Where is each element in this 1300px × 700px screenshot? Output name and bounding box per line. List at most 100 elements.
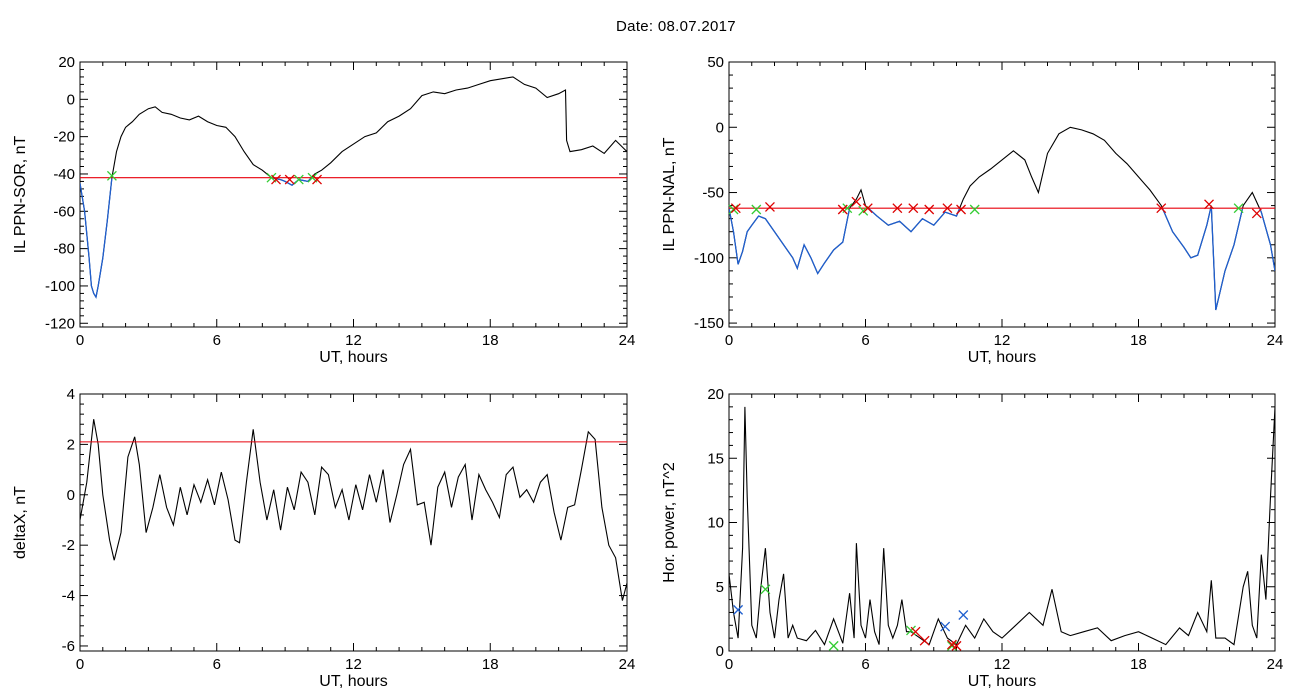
x-tick-label: 24: [1267, 332, 1284, 349]
x-tick-label: 18: [482, 332, 499, 349]
y-tick-label: 20: [58, 54, 75, 71]
y-tick-label: 0: [67, 487, 75, 504]
y-tick-label: -100: [694, 250, 724, 267]
x-tick-label: 12: [994, 656, 1011, 673]
y-tick-label: 0: [716, 119, 724, 136]
x-axis-title: UT, hours: [968, 349, 1036, 366]
x-tick-label: 0: [725, 332, 733, 349]
marker-red: [1156, 203, 1167, 214]
x-tick-label: 6: [213, 332, 221, 349]
y-tick-label: -50: [702, 185, 724, 202]
marker-green: [946, 640, 957, 651]
marker-red: [730, 203, 741, 214]
series-below-reference: [80, 177, 313, 299]
marker-blue: [958, 610, 969, 620]
marker-blue: [733, 604, 744, 615]
marker-red: [271, 174, 281, 185]
series-below-reference: [729, 208, 1275, 311]
series-line: [80, 76, 627, 299]
y-tick-label: -80: [53, 241, 75, 258]
x-axis-title: UT, hours: [968, 673, 1036, 690]
plot-frame: [79, 393, 628, 652]
x-tick-label: 18: [482, 656, 499, 673]
marker-red: [956, 204, 967, 215]
x-tick-label: 6: [213, 656, 221, 673]
y-tick-label: 2: [67, 436, 75, 453]
x-tick-label: 6: [861, 656, 869, 673]
marker-red: [910, 626, 921, 637]
x-tick-label: 0: [76, 332, 84, 349]
marker-red: [764, 201, 775, 212]
y-tick-label: -150: [694, 315, 724, 332]
y-tick-label: 20: [707, 386, 724, 403]
y-tick-label: 50: [707, 54, 724, 71]
y-tick-label: 15: [707, 450, 724, 467]
marker-blue: [940, 621, 951, 632]
y-tick-label: -6: [62, 638, 75, 655]
y-tick-label: -60: [53, 203, 75, 220]
plot-frame: [728, 61, 1276, 328]
x-tick-label: 12: [345, 332, 362, 349]
marker-red: [837, 204, 848, 215]
x-tick-label: 12: [994, 332, 1011, 349]
marker-green: [828, 640, 839, 651]
marker-red: [942, 203, 953, 214]
marker-green: [858, 205, 869, 216]
x-tick-label: 18: [1130, 656, 1147, 673]
marker-green: [728, 204, 739, 215]
y-tick-label: -2: [62, 537, 75, 554]
y-tick-label: -20: [53, 129, 75, 146]
y-tick-label: -4: [62, 588, 75, 605]
series-line: [729, 406, 1275, 646]
y-axis-title: Hor. power, nT^2: [661, 462, 678, 583]
x-tick-label: 24: [619, 656, 636, 673]
marker-red: [924, 204, 935, 215]
y-tick-label: 10: [707, 515, 724, 532]
marker-green: [293, 174, 304, 185]
y-tick-label: -100: [45, 278, 75, 295]
y-tick-label: -120: [45, 315, 75, 332]
x-axis-title: UT, hours: [319, 349, 387, 366]
y-tick-label: 0: [716, 643, 724, 660]
marker-red: [951, 640, 962, 651]
y-axis-title: IL PPN-NAL, nT: [661, 137, 678, 251]
marker-red: [892, 203, 903, 214]
chart-panel-sor: 0 6 12 18 24 -120 -100 -80 -60 -40 -20 0 20 UT, hours…: [12, 54, 635, 366]
marker-green: [760, 584, 771, 595]
marker-red: [908, 203, 919, 214]
series-line: [80, 419, 627, 601]
plot-frame: [728, 393, 1276, 652]
marker-red: [1204, 199, 1214, 210]
x-axis-title: UT, hours: [319, 673, 387, 690]
marker-red: [1251, 208, 1262, 219]
marker-red: [862, 203, 873, 214]
chart-panel-power: 0 6 12 18 24 0 5 10 15 20 UT, hours Hor. power, nT^…: [661, 386, 1283, 690]
marker-red: [284, 174, 295, 185]
y-axis-title: IL PPN-SOR, nT: [12, 135, 29, 253]
marker-green: [1233, 203, 1244, 214]
y-tick-label: -40: [53, 166, 75, 183]
page-title: Date: 08.07.2017: [616, 18, 736, 35]
y-tick-label: 5: [716, 579, 724, 596]
y-axis-title: deltaX, nT: [12, 486, 29, 559]
x-tick-label: 6: [861, 332, 869, 349]
y-tick-label: 4: [67, 386, 75, 403]
x-tick-label: 0: [76, 656, 84, 673]
y-tick-label: 0: [67, 91, 75, 108]
marker-red: [851, 196, 862, 207]
plot-frame: [79, 61, 628, 328]
marker-green: [969, 204, 980, 215]
marker-green: [106, 170, 117, 181]
marker-red: [919, 635, 930, 646]
x-tick-label: 0: [725, 656, 733, 673]
x-tick-label: 24: [1267, 656, 1284, 673]
x-tick-label: 24: [619, 332, 636, 349]
chart-panel-nal: 0 6 12 18 24 -150 -100 -50 0 50 UT, hours IL PPN-NA…: [661, 54, 1283, 366]
x-tick-label: 12: [345, 656, 362, 673]
series-line: [729, 126, 1275, 311]
x-tick-label: 18: [1130, 332, 1147, 349]
marker-red: [312, 174, 322, 185]
marker-green: [751, 204, 762, 215]
